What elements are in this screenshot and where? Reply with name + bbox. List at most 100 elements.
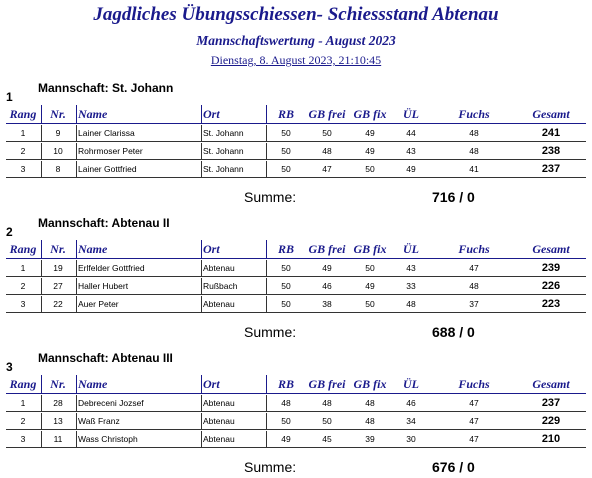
column-divider	[266, 296, 267, 312]
cell-nr: 11	[53, 434, 63, 444]
table-row: 3 8 Lainer Gottfried St. Johann 50 47 50 49 41 23…	[6, 161, 586, 178]
cell-nr: 19	[53, 263, 63, 273]
column-divider	[41, 260, 42, 276]
summe-value: 676 / 0	[432, 459, 475, 475]
team-number: 3	[6, 360, 13, 374]
cell-gb-frei: 38	[322, 299, 332, 309]
cell-rang: 1	[20, 263, 26, 273]
column-header-fuchs: Fuchs	[458, 377, 490, 391]
cell-gb-fix: 50	[365, 263, 375, 273]
column-divider	[266, 375, 267, 393]
cell-rang: 1	[20, 398, 26, 408]
cell-rang: 1	[20, 128, 26, 138]
cell-ul: 33	[406, 281, 416, 291]
column-divider	[266, 240, 267, 258]
column-divider	[41, 105, 42, 123]
column-header-ul: ÜL	[403, 242, 419, 256]
cell-gb-frei: 45	[322, 434, 332, 444]
cell-fuchs: 41	[469, 164, 479, 174]
column-divider	[41, 143, 42, 159]
cell-nr: 8	[55, 164, 61, 174]
report-date: Dienstag, 8. August 2023, 21:10:45	[210, 53, 382, 67]
column-divider	[41, 278, 42, 294]
column-header-ort: Ort	[203, 242, 220, 256]
column-header-ort: Ort	[203, 377, 220, 391]
cell-name: Haller Hubert	[78, 281, 129, 291]
cell-fuchs: 47	[469, 398, 479, 408]
cell-rb: 50	[281, 263, 291, 273]
cell-rb: 50	[281, 299, 291, 309]
column-divider	[41, 375, 42, 393]
cell-name: Auer Peter	[78, 299, 119, 309]
column-divider	[76, 296, 77, 312]
cell-name: Debreceni Jozsef	[78, 398, 144, 408]
column-divider	[201, 431, 202, 447]
column-header-gb-frei: GB frei	[308, 242, 346, 256]
cell-ort: Abtenau	[203, 299, 235, 309]
cell-ul: 49	[406, 164, 416, 174]
cell-fuchs: 48	[469, 146, 479, 156]
column-divider	[201, 143, 202, 159]
column-header-rang: Rang	[9, 107, 37, 121]
table-row: 1 28 Debreceni Jozsef Abtenau 48 48 48 46 47 237	[6, 395, 586, 412]
cell-gesamt: 237	[541, 163, 561, 175]
column-divider	[76, 431, 77, 447]
cell-gesamt: 223	[541, 298, 561, 310]
cell-name: Rohrmoser Peter	[78, 146, 143, 156]
column-divider	[266, 431, 267, 447]
cell-gesamt: 238	[541, 145, 561, 157]
column-divider	[76, 260, 77, 276]
column-header-rb: RB	[277, 107, 294, 121]
cell-nr: 9	[55, 128, 61, 138]
cell-gb-fix: 48	[365, 416, 375, 426]
column-divider	[201, 413, 202, 429]
column-header-nr: Nr.	[50, 242, 66, 256]
cell-gb-frei: 46	[322, 281, 332, 291]
column-header-gesamt: Gesamt	[532, 377, 570, 391]
table-row: 1 19 Erlfelder Gottfried Abtenau 50 49 50 43 47 2…	[6, 260, 586, 277]
column-divider	[266, 143, 267, 159]
cell-gesamt: 226	[541, 280, 561, 292]
cell-ul: 34	[406, 416, 416, 426]
column-header-gesamt: Gesamt	[532, 107, 570, 121]
summe-value: 716 / 0	[432, 189, 475, 205]
cell-name: Lainer Gottfried	[78, 164, 137, 174]
table-row: 2 13 Waß Franz Abtenau 50 50 48 34 47 229	[6, 413, 586, 430]
column-divider	[76, 240, 77, 258]
cell-fuchs: 48	[469, 128, 479, 138]
team-name: Mannschaft: St. Johann	[38, 81, 174, 95]
cell-ort: Abtenau	[203, 398, 235, 408]
table-row: 1 9 Lainer Clarissa St. Johann 50 50 49 44 48 241	[6, 125, 586, 142]
cell-ul: 44	[406, 128, 416, 138]
column-divider	[76, 278, 77, 294]
cell-ort: Abtenau	[203, 263, 235, 273]
column-divider	[76, 413, 77, 429]
column-header-rang: Rang	[9, 377, 37, 391]
cell-gb-fix: 48	[365, 398, 375, 408]
column-header-rb: RB	[277, 242, 294, 256]
cell-rang: 2	[20, 281, 26, 291]
cell-ort: St. Johann	[203, 164, 244, 174]
column-divider	[41, 161, 42, 177]
cell-rang: 3	[20, 164, 26, 174]
cell-gesamt: 239	[541, 262, 561, 274]
column-divider	[266, 105, 267, 123]
column-divider	[266, 278, 267, 294]
cell-ort: Abtenau	[203, 416, 235, 426]
cell-rang: 3	[20, 299, 26, 309]
table-row: 2 27 Haller Hubert Rußbach 50 46 49 33 48 226	[6, 278, 586, 295]
column-header-fuchs: Fuchs	[458, 242, 490, 256]
column-divider	[201, 240, 202, 258]
table-header: Rang Nr. Name Ort RB GB frei GB fix ÜL Fuchs Gesa…	[6, 375, 586, 394]
cell-rang: 2	[20, 416, 26, 426]
cell-fuchs: 47	[469, 416, 479, 426]
table-header: Rang Nr. Name Ort RB GB frei GB fix ÜL Fuchs Gesa…	[6, 240, 586, 259]
cell-rang: 3	[20, 434, 26, 444]
cell-nr: 13	[53, 416, 63, 426]
column-divider	[266, 260, 267, 276]
page-subtitle: Mannschaftswertung - August 2023	[196, 33, 396, 48]
cell-rb: 49	[281, 434, 291, 444]
summe-label: Summe:	[244, 459, 297, 475]
cell-ul: 43	[406, 263, 416, 273]
column-divider	[76, 143, 77, 159]
